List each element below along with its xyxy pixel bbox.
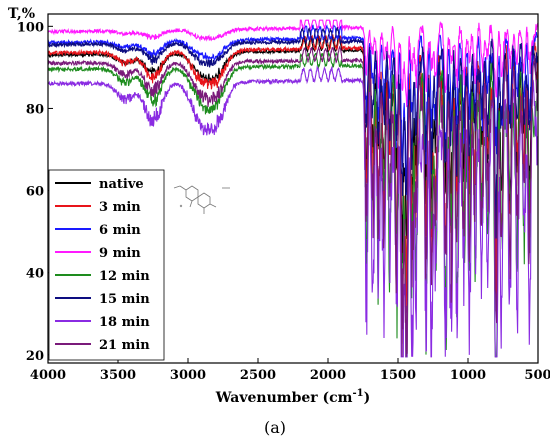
legend-label: 15 min bbox=[99, 292, 150, 307]
legend-label: 18 min bbox=[99, 315, 150, 330]
legend-label: 12 min bbox=[99, 269, 150, 284]
series-line-21-min bbox=[47, 45, 539, 357]
y-tick-label: 60 bbox=[26, 185, 44, 200]
y-tick-label: 40 bbox=[26, 267, 44, 282]
legend-label: native bbox=[99, 177, 144, 192]
x-axis-label-main: Wavenumber (cm bbox=[215, 390, 353, 406]
series-line-3-min bbox=[47, 34, 539, 344]
x-axis-label: Wavenumber (cm-1) bbox=[215, 388, 370, 406]
x-tick-label: 500 bbox=[524, 368, 550, 383]
legend-label: 21 min bbox=[99, 338, 150, 353]
legend: native 3 min 6 min 9 min 12 min 15 min 18 min 2… bbox=[48, 169, 165, 361]
x-tick-label: 1500 bbox=[380, 368, 416, 383]
figure-caption: (a) bbox=[263, 418, 287, 437]
y-tick-label: 100 bbox=[17, 20, 44, 35]
x-tick-label: 3500 bbox=[100, 368, 136, 383]
legend-label: 3 min bbox=[99, 200, 141, 215]
series-line-18-min bbox=[47, 65, 539, 358]
legend-label: 9 min bbox=[99, 246, 141, 261]
x-axis-label-tail: ) bbox=[364, 390, 371, 406]
series-line-9-min bbox=[47, 19, 539, 108]
y-tick-label: 20 bbox=[26, 349, 44, 364]
y-axis-label: T,% bbox=[8, 6, 35, 22]
series-layer bbox=[47, 19, 539, 358]
x-axis-label-sup: -1 bbox=[352, 388, 363, 399]
x-tick-label: 2000 bbox=[310, 368, 346, 383]
y-tick-label: 80 bbox=[26, 102, 44, 117]
plot-frame bbox=[47, 13, 539, 364]
x-tick-label: 3000 bbox=[170, 368, 206, 383]
x-tick-label: 1000 bbox=[450, 368, 486, 383]
series-line-15-min bbox=[47, 26, 539, 239]
legend-box bbox=[48, 169, 165, 361]
legend-label: 6 min bbox=[99, 223, 141, 238]
x-tick-label: 2500 bbox=[240, 368, 276, 383]
ticks-layer: 4000 3500 3000 2500 2000 1500 1000 500 20 40 60 80 1… bbox=[17, 20, 550, 383]
molecule-structure-image bbox=[173, 185, 230, 214]
x-tick-label: 4000 bbox=[30, 368, 66, 383]
